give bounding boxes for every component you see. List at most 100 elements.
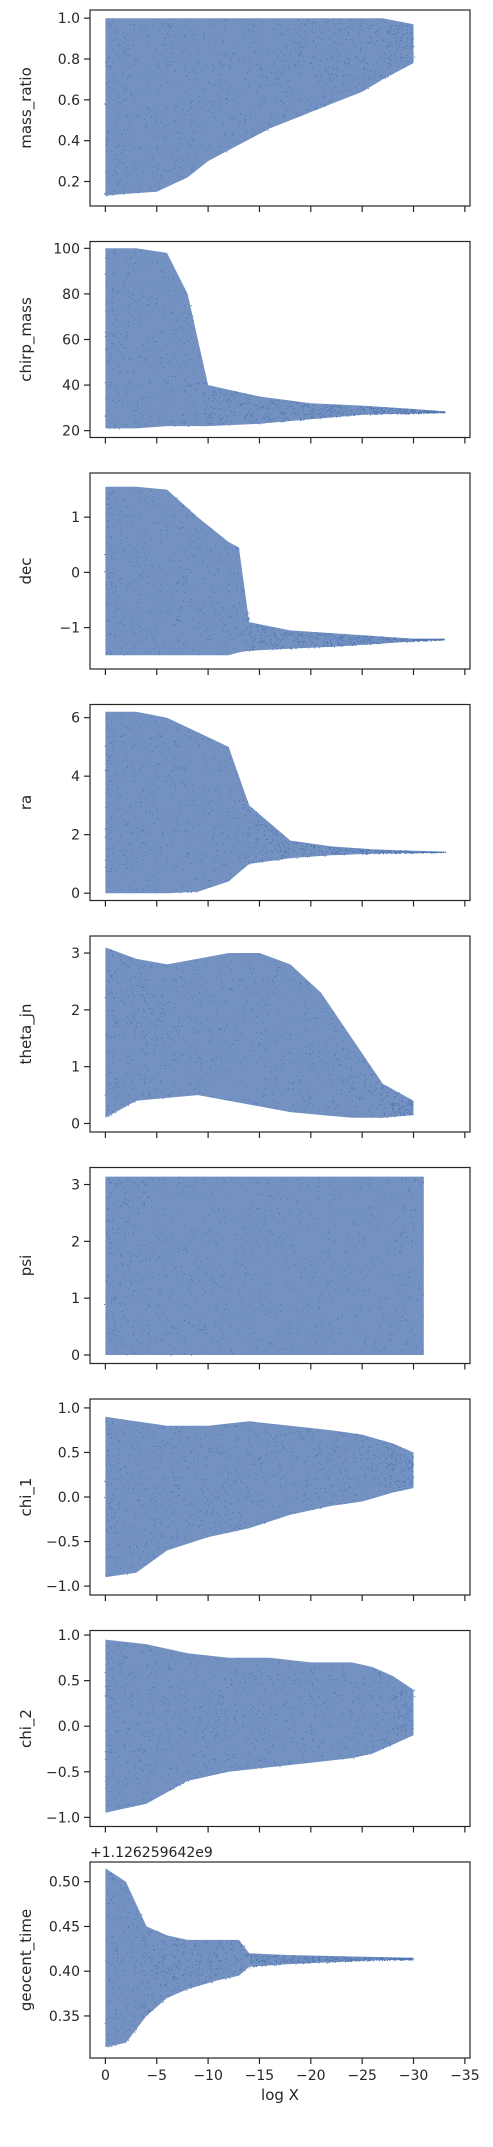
scatter-point [351, 848, 353, 850]
scatter-point [110, 755, 112, 757]
scatter-point [286, 400, 288, 402]
scatter-point [304, 1005, 306, 1007]
scatter-point [193, 817, 195, 819]
scatter-point [167, 1094, 169, 1096]
scatter-point [357, 1077, 359, 1078]
scatter-point [435, 852, 437, 854]
scatter-point [257, 64, 258, 66]
scatter-point [127, 307, 129, 309]
scatter-point [396, 25, 398, 27]
scatter-point [145, 814, 147, 816]
scatter-point [224, 767, 226, 769]
scatter-point [172, 311, 174, 313]
y-tick-label: 40 [62, 378, 80, 394]
scatter-point [115, 158, 117, 160]
scatter-point [380, 75, 382, 77]
scatter-point [146, 575, 148, 577]
scatter-point [305, 849, 307, 851]
scatter-point [346, 412, 348, 414]
scatter-point [358, 82, 360, 84]
scatter-point [115, 1083, 117, 1085]
scatter-point [227, 834, 229, 836]
scatter-point [106, 718, 108, 720]
scatter-point [362, 1060, 364, 1062]
scatter-point [134, 420, 136, 422]
scatter-point [305, 1079, 307, 1081]
scatter-point [386, 1297, 388, 1299]
scatter-point [155, 720, 157, 722]
scatter-density-region [105, 486, 445, 656]
scatter-point [117, 514, 119, 516]
scatter-point [330, 99, 332, 101]
scatter-point [157, 66, 159, 68]
scatter-point [368, 1107, 370, 1109]
scatter-point [127, 325, 129, 327]
scatter-point [114, 425, 116, 427]
scatter-point [382, 852, 384, 854]
scatter-point [365, 853, 367, 855]
scatter-point [285, 633, 287, 635]
scatter-point [227, 552, 229, 553]
scatter-point [215, 1004, 217, 1006]
scatter-point [206, 962, 208, 964]
scatter-point [176, 175, 178, 177]
y-tick-label: 2 [71, 828, 80, 844]
scatter-point [398, 46, 400, 48]
scatter-point [131, 746, 132, 748]
scatter-point [408, 852, 410, 854]
scatter-point [440, 412, 441, 414]
scatter-point [123, 854, 125, 856]
scatter-point [127, 1052, 129, 1054]
scatter-point [166, 64, 168, 66]
scatter-point [226, 629, 228, 631]
scatter-point [120, 714, 122, 716]
scatter-point [184, 421, 186, 423]
scatter-point [253, 649, 255, 651]
scatter-point [318, 1043, 320, 1045]
scatter-point [133, 1074, 135, 1075]
scatter-point [190, 305, 192, 307]
scatter-point [282, 854, 284, 856]
scatter-point [411, 639, 413, 641]
scatter-point [127, 48, 129, 50]
scatter-point [132, 1015, 134, 1017]
scatter-point [155, 628, 157, 630]
scatter-point [226, 400, 228, 402]
scatter-point [337, 1044, 339, 1046]
scatter-point [407, 33, 409, 35]
scatter-point [348, 409, 350, 411]
scatter-point [303, 406, 305, 408]
scatter-point [212, 1038, 214, 1040]
scatter-point [341, 414, 343, 416]
scatter-point [380, 1098, 382, 1100]
scatter-point [221, 63, 223, 65]
scatter-point [147, 650, 149, 652]
scatter-point [371, 1091, 372, 1093]
scatter-point [187, 75, 189, 77]
scatter-point [302, 55, 304, 57]
scatter-point [314, 405, 316, 406]
scatter-point [338, 850, 339, 852]
scatter-point [147, 722, 148, 724]
scatter-point [262, 418, 264, 420]
scatter-point [395, 1114, 397, 1116]
scatter-point [108, 1018, 110, 1020]
scatter-point [328, 101, 330, 103]
scatter-point [337, 1077, 339, 1079]
scatter-point [344, 89, 346, 91]
scatter-point [239, 404, 241, 405]
scatter-point [386, 636, 388, 638]
scatter-point [320, 633, 322, 635]
scatter-point [303, 414, 305, 416]
scatter-point [402, 413, 404, 415]
scatter-point [199, 622, 201, 624]
scatter-point [255, 114, 257, 116]
scatter-point [334, 409, 336, 411]
scatter-point [195, 737, 197, 739]
scatter-point [141, 805, 142, 807]
scatter-point [210, 528, 212, 530]
scatter-point [363, 76, 364, 78]
scatter-point [188, 385, 190, 387]
scatter-point [271, 851, 273, 853]
scatter-point [399, 28, 401, 30]
